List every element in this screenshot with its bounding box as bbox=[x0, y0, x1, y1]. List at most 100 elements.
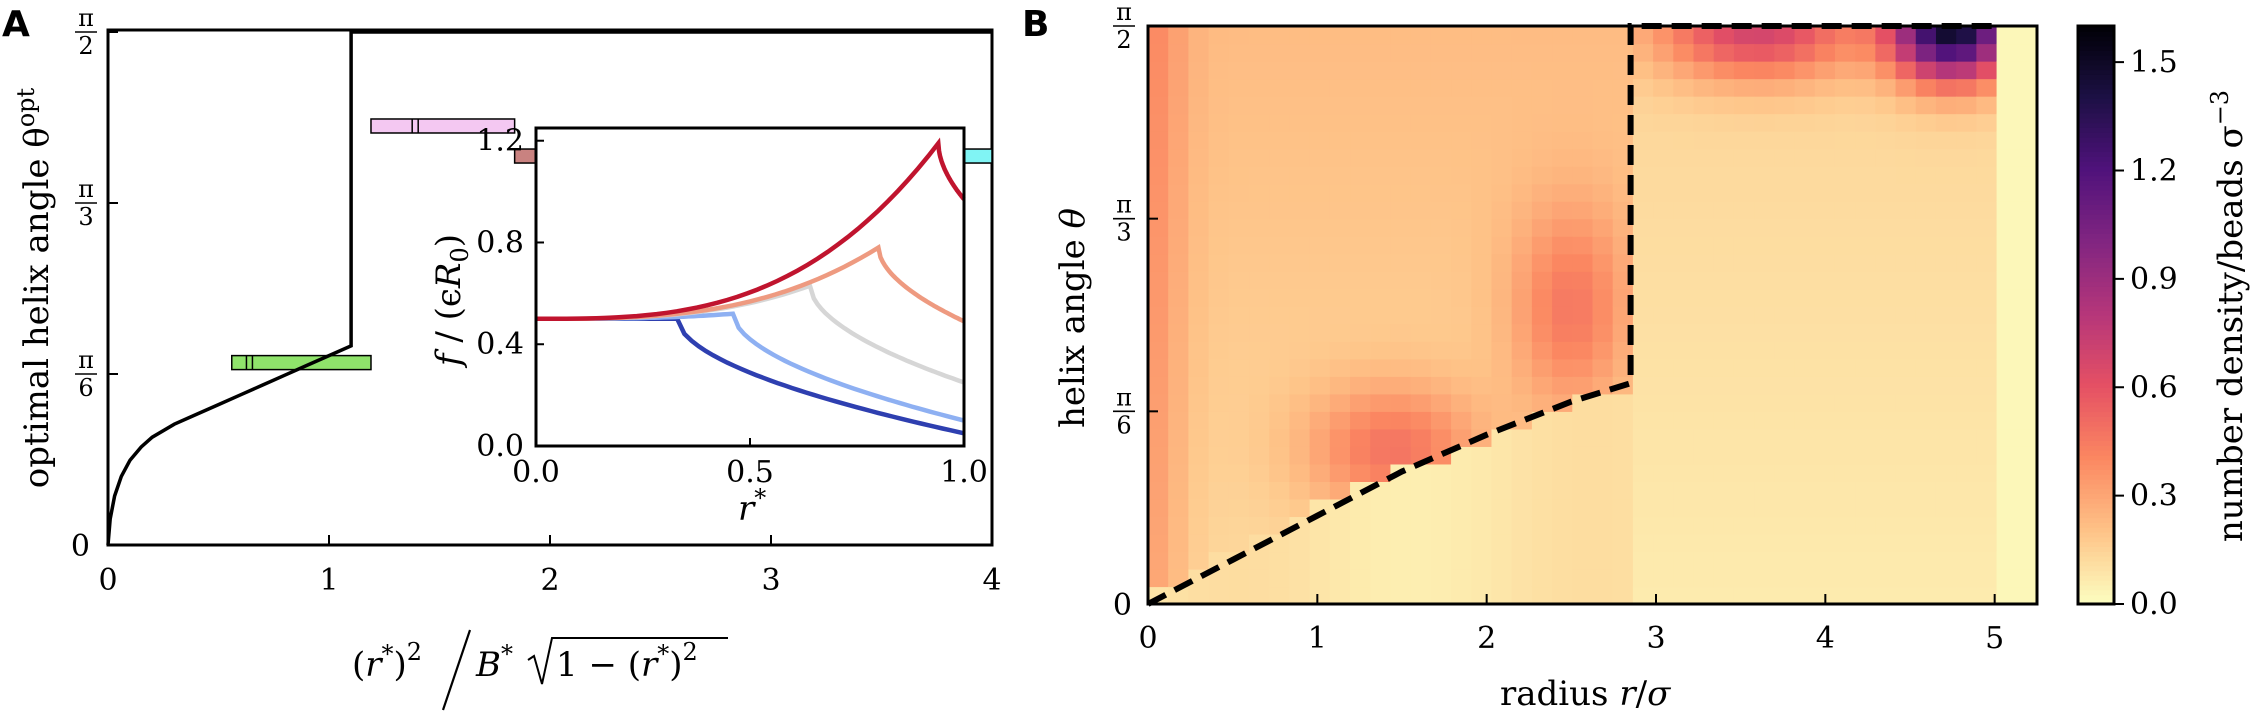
heatmap-cell bbox=[2016, 498, 2038, 518]
inset-force-plot: 0.0 0.5 1.0 0.00.40.81.2 r* f / (ϵR0) bbox=[429, 124, 988, 529]
heatmap-cell bbox=[1511, 446, 1533, 465]
heatmap-cell bbox=[1168, 113, 1189, 132]
heatmap-cell bbox=[1390, 341, 1412, 360]
heatmap-cell bbox=[1754, 446, 1775, 465]
heatmap-cell bbox=[1350, 586, 1371, 605]
heatmap-cell bbox=[1733, 586, 1755, 605]
heatmap-cell bbox=[1774, 586, 1796, 605]
heatmap-cell bbox=[1370, 376, 1392, 395]
heatmap-cell bbox=[1794, 533, 1816, 553]
heatmap-cell bbox=[1834, 376, 1856, 395]
inset-xtick-label: 0.5 bbox=[726, 455, 774, 490]
heatmap-cell bbox=[1572, 78, 1594, 97]
heatmap-cell bbox=[1188, 341, 1210, 360]
heatmap-cell bbox=[1693, 498, 1715, 518]
heatmap-cell bbox=[1733, 323, 1755, 342]
heatmap-cell bbox=[1814, 148, 1836, 167]
colorbar-step bbox=[2078, 35, 2114, 42]
heatmap-cell bbox=[1693, 358, 1715, 377]
heatmap-cell bbox=[1996, 323, 2018, 342]
heatmap-cell bbox=[1733, 78, 1755, 97]
heatmap-cell bbox=[1754, 96, 1775, 115]
heatmap-cell bbox=[1754, 61, 1775, 80]
heatmap-cell bbox=[1289, 166, 1311, 185]
heatmap-cell bbox=[1350, 376, 1371, 395]
heatmap-cell bbox=[1552, 358, 1573, 377]
heatmap-cell bbox=[1996, 568, 2018, 588]
colorbar-step bbox=[2078, 382, 2114, 389]
heatmap-cell bbox=[1228, 61, 1250, 80]
heatmap-cell bbox=[1208, 393, 1230, 412]
heatmap-cell bbox=[1814, 253, 1836, 272]
heatmap-cell bbox=[2016, 446, 2038, 465]
heatmap-cell bbox=[1774, 498, 1796, 518]
heatmap-cell bbox=[1875, 43, 1897, 62]
heatmap-cell bbox=[1208, 78, 1230, 97]
heatmap-cell bbox=[1895, 236, 1917, 255]
colorbar-step bbox=[2078, 599, 2114, 605]
colorbar-tick-label: 0.9 bbox=[2130, 262, 2178, 297]
heatmap-cell bbox=[1754, 586, 1775, 605]
heatmap-cell bbox=[1915, 358, 1937, 377]
heatmap-cell bbox=[1834, 551, 1856, 570]
heatmap-cell bbox=[1491, 26, 1513, 45]
heatmap-cell bbox=[1653, 481, 1674, 500]
heatmap-cell bbox=[1188, 463, 1210, 482]
heatmap-cell bbox=[1552, 113, 1573, 132]
heatmap-cell bbox=[1754, 43, 1775, 62]
heatmap-cell bbox=[1410, 481, 1432, 500]
heatmap-cell bbox=[1430, 236, 1452, 255]
heatmap-cell bbox=[1895, 411, 1917, 430]
heatmap-cell bbox=[1673, 551, 1695, 570]
heatmap-cell bbox=[1834, 253, 1856, 272]
heatmap-cell bbox=[1451, 428, 1472, 447]
heatmap-cell bbox=[1410, 393, 1432, 412]
heatmap-cell bbox=[1350, 131, 1371, 150]
heatmap-cell bbox=[1693, 61, 1715, 80]
colorbar-step bbox=[2078, 54, 2114, 61]
heatmap-cell bbox=[1713, 61, 1735, 80]
heatmap-cell bbox=[1410, 183, 1432, 202]
heatmap-cell bbox=[1309, 323, 1331, 342]
colorbar-step bbox=[2078, 300, 2114, 307]
heatmap-cell bbox=[1491, 131, 1513, 150]
heatmap-cell bbox=[1713, 271, 1735, 290]
heatmap-cell bbox=[1208, 446, 1230, 465]
heatmap-cell bbox=[1612, 428, 1634, 447]
heatmap-cell bbox=[1976, 218, 1998, 237]
colorbar-step bbox=[2078, 199, 2114, 206]
heatmap-cell bbox=[1269, 26, 1291, 45]
svg-text:3: 3 bbox=[1116, 219, 1131, 247]
heatmap-cell bbox=[1552, 26, 1573, 45]
heatmap-cell bbox=[1632, 498, 1654, 518]
heatmap-cell bbox=[1491, 358, 1513, 377]
heatmap-cell bbox=[1733, 428, 1755, 447]
heatmap-cell bbox=[1511, 586, 1533, 605]
heatmap-cell bbox=[1168, 148, 1189, 167]
heatmap-cell bbox=[1269, 113, 1291, 132]
heatmap-cell bbox=[1956, 446, 1977, 465]
heatmap-cell bbox=[1309, 586, 1331, 605]
heatmap-cell bbox=[1552, 428, 1573, 447]
heatmap-cell bbox=[1208, 533, 1230, 553]
heatmap-cell bbox=[1228, 376, 1250, 395]
heatmap-cell bbox=[1774, 183, 1796, 202]
heatmap-cell bbox=[1794, 236, 1816, 255]
svg-text:3: 3 bbox=[78, 203, 93, 231]
heatmap-cell bbox=[1693, 148, 1715, 167]
heatmap-cell bbox=[1713, 323, 1735, 342]
heatmap-cell bbox=[2016, 428, 2038, 447]
heatmap-cell bbox=[1390, 236, 1412, 255]
heatmap-cell bbox=[1855, 341, 1876, 360]
heatmap-cell bbox=[1511, 78, 1533, 97]
heatmap-cell bbox=[1875, 148, 1897, 167]
colorbar-step bbox=[2078, 98, 2114, 104]
heatmap-cell bbox=[1572, 166, 1594, 185]
heatmap-cell bbox=[1814, 446, 1836, 465]
heatmap-cell bbox=[1774, 463, 1796, 482]
heatmap-cell bbox=[1552, 271, 1573, 290]
heatmap-cell bbox=[1309, 43, 1331, 62]
heatmap-cell bbox=[1471, 78, 1493, 97]
heatmap-cell bbox=[1531, 376, 1553, 395]
heatmap-cell bbox=[1733, 341, 1755, 360]
